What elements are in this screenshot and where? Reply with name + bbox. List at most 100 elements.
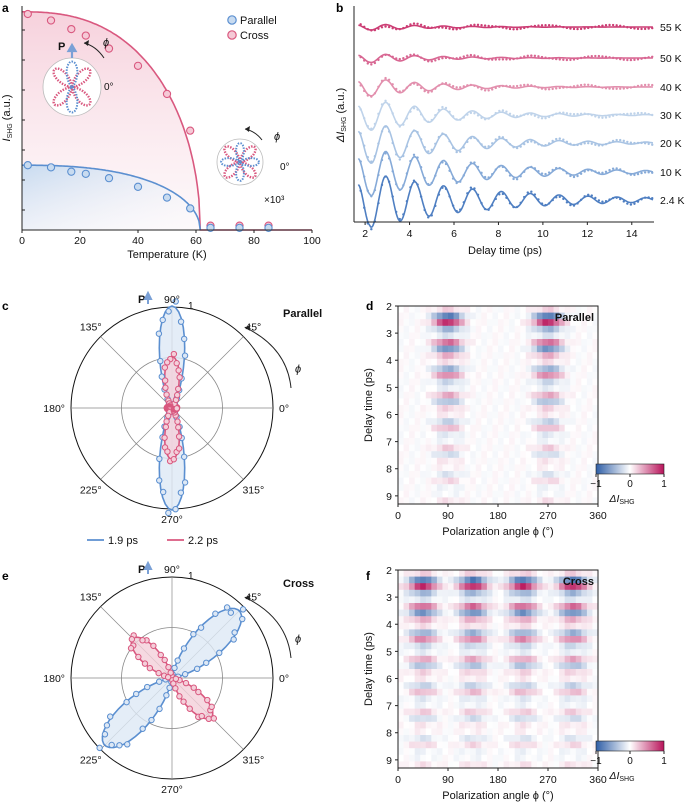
heatmap-cell [575,411,582,419]
heatmap-cell [586,365,593,373]
heatmap-cell [486,464,493,472]
heatmap-cell [548,655,554,663]
heatmap-cell [536,695,543,703]
heatmap-cell [448,444,454,452]
heatmap-cell [492,484,499,492]
heatmap-cell [509,603,516,610]
heatmap-cell [414,391,421,399]
heatmap-cell [403,741,410,749]
heatmap-cell [592,319,599,327]
trace-point [643,142,647,145]
heatmap-cell [464,583,471,591]
heatmap-cell [459,490,466,498]
heatmap-cell [492,319,499,327]
heatmap-cell [586,398,593,406]
heatmap-cell [475,688,482,696]
heatmap-cell [425,471,432,478]
trace-point [551,57,554,60]
heatmap-cell [470,596,477,604]
heatmap-cell [414,411,421,419]
heatmap-cell [453,365,460,373]
heatmap-cell [514,688,521,696]
heatmap-cell [570,589,577,597]
heatmap-cell [398,609,404,617]
trace-point [597,171,601,174]
heatmap-cell [575,596,582,604]
heatmap-cell [431,761,438,769]
heatmap-cell [503,669,510,676]
heatmap-cell [453,596,460,604]
heatmap-cell [581,484,588,492]
trace-point [455,86,458,89]
heatmap-cell [398,378,404,386]
heatmap-cell [553,332,560,340]
heatmap-cell [570,682,577,690]
trace-point [576,27,579,31]
y-ticks [22,29,25,211]
heatmap-cell [442,490,449,498]
heatmap-cell [464,319,471,327]
trace-point [391,195,394,198]
heatmap-cell [542,616,549,624]
polar-point [181,352,189,359]
trace-point [587,83,590,87]
heatmap-cell [525,378,532,386]
heatmap-cell [436,754,443,762]
heatmap-cell [509,695,516,703]
heatmap-cell [559,438,566,445]
heatmap-cell [481,603,488,610]
polar-point [170,456,177,463]
trace-point [651,143,654,146]
heatmap-cell [475,721,482,729]
heatmap-cell [436,629,443,637]
heatmap-cell [481,622,488,630]
heatmap-cell [414,695,421,703]
heatmap-cell [442,708,449,716]
heatmap-cell [564,372,571,379]
heatmap-cell [398,405,404,412]
heatmap-cell [570,576,577,584]
heatmap-cell [398,391,404,399]
heatmap-cell [431,669,438,676]
trace-point [448,110,451,113]
heatmap-cell [548,669,554,676]
heatmap-cell [442,497,449,505]
heatmap-cell [525,438,532,445]
heatmap-cell [414,570,421,577]
heatmap-cell [548,444,554,452]
trace-point [466,192,469,195]
trace-point [423,176,426,180]
heatmap-cell [442,583,449,591]
heatmap-cell [581,721,588,729]
heatmap-cell [553,385,560,393]
heatmap-cell [586,603,593,610]
polar-point [174,657,181,664]
heatmap-cell [514,405,521,412]
heatmap-cell [464,484,471,492]
heatmap-cell [486,345,493,353]
heatmap-cell [498,761,504,769]
trace-point [530,54,533,57]
trace-point [540,117,544,120]
heatmap-cell [459,471,466,478]
heatmap-cell [542,576,549,584]
trace-point [512,205,515,209]
trace-point [523,113,526,116]
trace-point [619,24,622,28]
heatmap-cell [425,365,432,373]
heatmap-cell [548,649,554,657]
trace-point [441,161,444,164]
heatmap-cell [548,497,554,505]
heatmap-cell [420,708,427,716]
heatmap-cell [409,405,416,412]
heatmap-cell [536,431,543,439]
heatmap-cell [536,306,543,313]
heatmap-cell [503,715,510,723]
heatmap-cell [536,589,543,597]
trace-point [587,193,590,196]
trace-point [615,138,618,142]
heatmap-cell [481,352,488,360]
heatmap-cell [592,457,599,465]
heatmap-cell [442,636,449,643]
heatmap-cell [553,352,560,360]
